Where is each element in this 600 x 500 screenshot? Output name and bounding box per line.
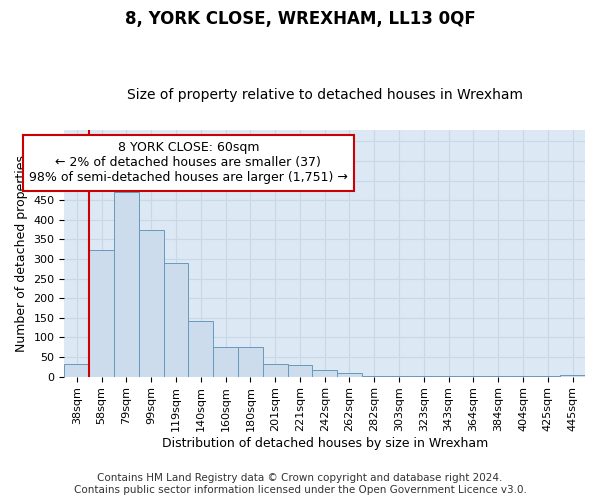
Bar [287,365,313,376]
Bar [89,250,114,376]
Bar [560,374,585,376]
Text: 8 YORK CLOSE: 60sqm
← 2% of detached houses are smaller (37)
98% of semi-detache: 8 YORK CLOSE: 60sqm ← 2% of detached hou… [29,142,348,184]
Bar [139,230,164,376]
Bar [188,320,213,376]
Y-axis label: Number of detached properties: Number of detached properties [15,154,28,352]
Text: Contains HM Land Registry data © Crown copyright and database right 2024.
Contai: Contains HM Land Registry data © Crown c… [74,474,526,495]
Bar [164,263,188,376]
Bar [263,364,287,376]
Title: Size of property relative to detached houses in Wrexham: Size of property relative to detached ho… [127,88,523,102]
X-axis label: Distribution of detached houses by size in Wrexham: Distribution of detached houses by size … [161,437,488,450]
Bar [313,370,337,376]
Bar [114,192,139,376]
Bar [238,347,263,376]
Bar [337,374,362,376]
Bar [213,347,238,376]
Text: 8, YORK CLOSE, WREXHAM, LL13 0QF: 8, YORK CLOSE, WREXHAM, LL13 0QF [125,10,475,28]
Bar [64,364,89,376]
